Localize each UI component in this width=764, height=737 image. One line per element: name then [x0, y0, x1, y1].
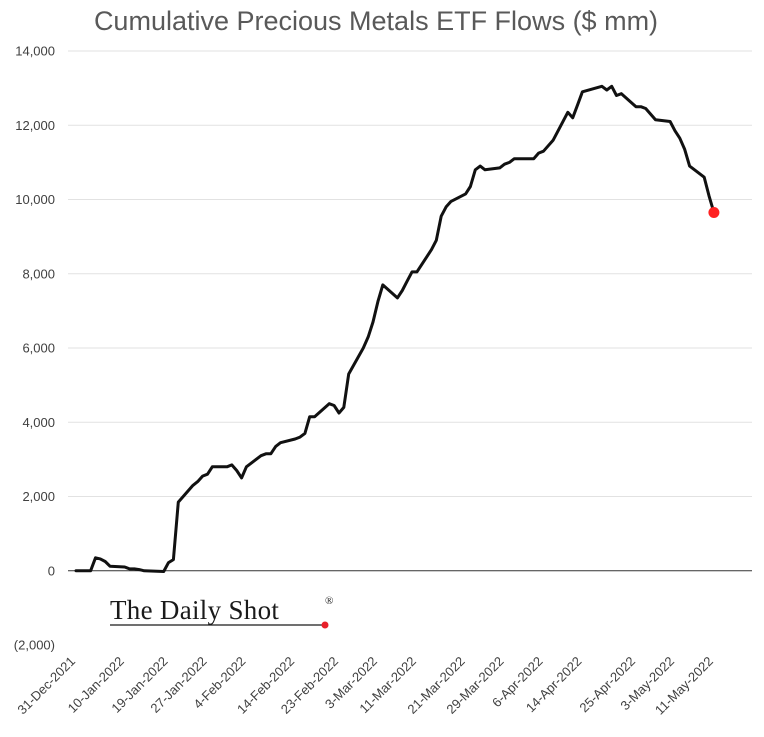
gridlines: [68, 50, 752, 572]
y-tick-label: 14,000: [15, 44, 55, 59]
daily-shot-logo-text: The Daily Shot: [110, 595, 279, 625]
x-axis-ticks: 31-Dec-202110-Jan-202219-Jan-202227-Jan-…: [14, 654, 716, 718]
daily-shot-registered-mark: ®: [325, 595, 333, 607]
series-layer: [74, 84, 720, 573]
y-tick-label: (2,000): [14, 638, 55, 653]
series-end-marker: [708, 206, 720, 218]
y-tick-label: 8,000: [22, 266, 55, 281]
chart-title: Cumulative Precious Metals ETF Flows ($ …: [94, 6, 658, 36]
y-axis-ticks: 14,000 12,000 10,000 8,000 6,000 4,000 2,000 0 (…: [14, 44, 55, 653]
y-tick-label: 0: [48, 563, 55, 578]
y-tick-label: 2,000: [22, 489, 55, 504]
series-line: [74, 84, 716, 573]
y-tick-label: 10,000: [15, 192, 55, 207]
y-tick-label: 4,000: [22, 415, 55, 430]
y-tick-label: 6,000: [22, 341, 55, 356]
daily-shot-logo-dot: [321, 621, 329, 629]
y-tick-label: 12,000: [15, 118, 55, 133]
daily-shot-logo: The Daily Shot ®: [110, 595, 333, 629]
